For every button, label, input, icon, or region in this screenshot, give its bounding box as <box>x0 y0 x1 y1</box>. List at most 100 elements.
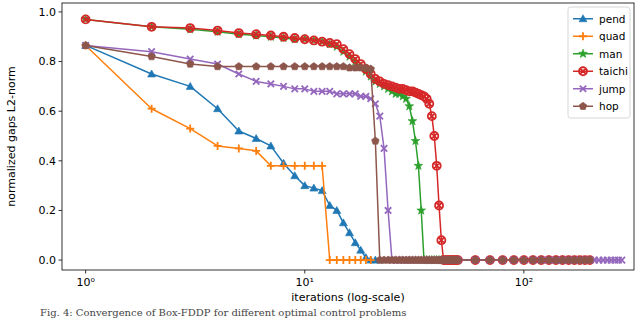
y-tick-label: 0.0 <box>39 254 57 267</box>
data-point <box>318 162 326 170</box>
data-point <box>472 257 478 263</box>
data-point <box>425 100 433 108</box>
data-point <box>235 144 243 152</box>
x-axis-label: iterations (log-scale) <box>291 291 404 304</box>
data-point <box>319 88 325 94</box>
series-line <box>86 45 380 260</box>
data-point <box>186 82 194 89</box>
legend-marker <box>580 86 586 92</box>
data-point <box>486 256 494 264</box>
data-point <box>437 236 445 244</box>
y-tick <box>59 111 63 112</box>
data-point <box>499 256 507 263</box>
data-point <box>318 63 326 70</box>
data-point <box>552 256 560 263</box>
data-point <box>252 31 261 39</box>
data-point <box>326 63 334 70</box>
y-tick-label: 0.2 <box>39 204 57 217</box>
data-point <box>471 256 479 264</box>
legend-label: taichi <box>599 65 628 77</box>
data-point <box>280 162 288 170</box>
data-point <box>367 256 375 264</box>
data-point <box>385 207 391 213</box>
data-point <box>428 112 436 120</box>
data-point <box>340 91 346 97</box>
data-point <box>346 229 354 236</box>
legend-box <box>568 7 630 118</box>
data-point <box>333 206 341 213</box>
data-point <box>411 136 420 144</box>
data-point <box>302 86 308 92</box>
data-point <box>471 255 480 263</box>
data-point <box>252 134 260 141</box>
data-point <box>546 257 552 263</box>
legend-marker <box>579 102 587 109</box>
x-tick <box>304 270 305 274</box>
data-point <box>405 102 414 110</box>
data-point <box>82 41 90 48</box>
series-hop <box>82 41 594 263</box>
data-point <box>499 256 507 264</box>
data-point <box>520 256 528 264</box>
y-tick-label: 0.8 <box>39 55 57 68</box>
data-point <box>301 35 309 43</box>
data-point <box>511 257 517 263</box>
data-point <box>510 256 518 264</box>
data-point <box>214 63 222 70</box>
data-point <box>291 162 299 170</box>
data-point <box>236 71 242 77</box>
data-point <box>186 25 195 33</box>
data-point <box>537 256 545 263</box>
data-point <box>186 60 194 67</box>
y-axis-label: normalized gaps L2-norm <box>5 66 18 206</box>
legend-label: pend <box>599 13 625 25</box>
data-point <box>408 117 417 125</box>
data-point <box>510 256 518 263</box>
data-point <box>372 137 380 144</box>
data-point <box>553 257 559 263</box>
data-point <box>148 23 156 31</box>
data-point <box>339 219 347 226</box>
data-point <box>213 27 222 35</box>
data-point <box>253 78 259 84</box>
data-point <box>266 32 275 40</box>
data-point <box>455 257 461 263</box>
data-point <box>619 257 625 263</box>
y-tick-label: 0.4 <box>39 155 57 168</box>
data-point <box>520 256 528 263</box>
legend-label: hop <box>599 100 619 112</box>
data-point <box>148 70 156 77</box>
data-point <box>279 33 288 41</box>
data-point <box>435 201 443 209</box>
data-point <box>267 32 275 40</box>
data-point <box>311 88 317 94</box>
data-point <box>545 255 554 263</box>
data-point <box>318 38 326 46</box>
data-point <box>521 257 527 263</box>
series-quad <box>82 41 375 264</box>
data-point <box>346 91 352 97</box>
data-point <box>498 255 507 263</box>
data-point <box>586 256 594 263</box>
data-point <box>268 81 274 87</box>
data-point <box>520 255 529 263</box>
data-point <box>552 256 560 264</box>
data-point <box>252 63 260 70</box>
data-point <box>333 63 341 70</box>
data-point <box>290 35 299 43</box>
data-point <box>545 256 553 263</box>
data-point <box>486 256 494 263</box>
y-tick <box>59 61 63 62</box>
data-point <box>529 256 537 264</box>
data-point <box>530 257 536 263</box>
legend-label: man <box>599 48 622 60</box>
data-point <box>148 105 156 113</box>
data-point <box>417 206 426 214</box>
legend-label: jump <box>598 83 626 95</box>
data-point <box>529 255 538 263</box>
data-point <box>280 83 286 89</box>
data-point <box>471 256 479 263</box>
y-tick <box>59 160 63 161</box>
data-point <box>381 145 387 151</box>
data-point <box>214 27 222 35</box>
